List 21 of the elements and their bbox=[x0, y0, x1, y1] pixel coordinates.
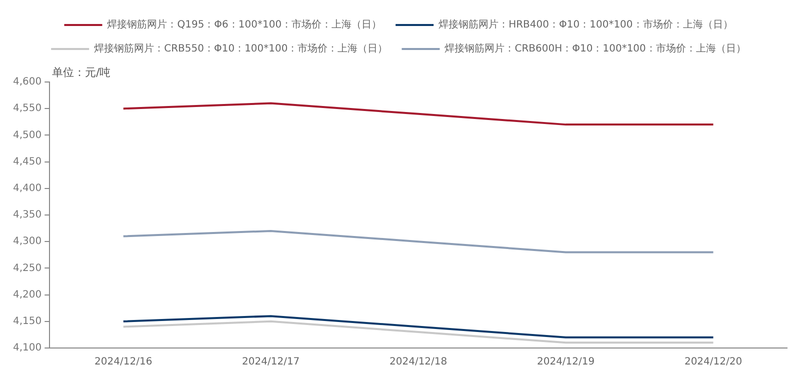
y-tick-label: 4,350 bbox=[12, 210, 42, 221]
y-tick-label: 4,500 bbox=[12, 130, 42, 141]
y-tick-label: 4,100 bbox=[12, 342, 42, 354]
x-tick-label: 2024/12/20 bbox=[684, 356, 742, 368]
y-tick-label: 4,150 bbox=[12, 316, 42, 327]
x-tick-label: 2024/12/18 bbox=[389, 356, 448, 368]
legend-label: 焊接钢筋网片：CRB600H：Φ10：100*100：市场价：上海（日） bbox=[444, 42, 746, 55]
y-tick-label: 4,200 bbox=[12, 289, 42, 300]
y-axis-title: 单位：元/吨 bbox=[52, 66, 111, 79]
legend-label: 焊接钢筋网片：CRB550：Φ10：100*100：市场价：上海（日） bbox=[94, 42, 388, 55]
x-tick-label: 2024/12/16 bbox=[94, 356, 152, 368]
x-tick-label: 2024/12/19 bbox=[536, 356, 595, 368]
y-tick-label: 4,250 bbox=[12, 262, 42, 274]
y-tick-label: 4,600 bbox=[12, 76, 42, 88]
x-tick-label: 2024/12/17 bbox=[242, 356, 300, 368]
y-tick-label: 4,550 bbox=[12, 103, 42, 114]
y-tick-label: 4,450 bbox=[12, 156, 42, 168]
y-tick-label: 4,400 bbox=[12, 182, 42, 194]
y-tick-label: 4,300 bbox=[12, 236, 42, 248]
legend-label: 焊接钢筋网片：Q195：Φ6：100*100：市场价：上海（日） bbox=[107, 18, 382, 31]
legend-label: 焊接钢筋网片：HRB400：Φ10：100*100：市场价：上海（日） bbox=[438, 18, 733, 31]
